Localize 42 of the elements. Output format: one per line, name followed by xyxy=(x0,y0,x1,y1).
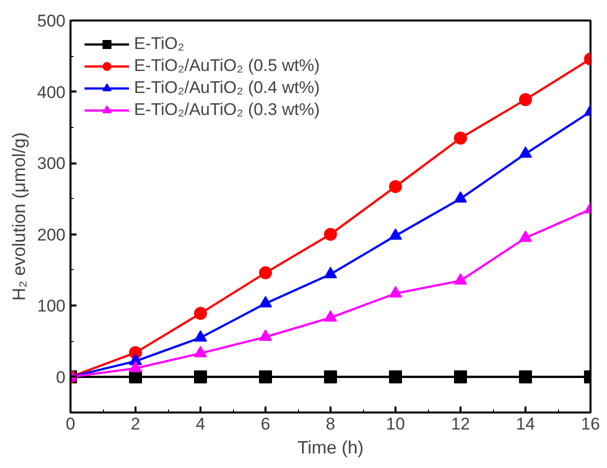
y-tick-label: 400 xyxy=(37,82,66,102)
point xyxy=(194,306,207,320)
y-tick-label: 0 xyxy=(56,368,66,387)
point xyxy=(454,191,467,203)
point xyxy=(389,370,402,384)
x-tick-label: 6 xyxy=(260,414,270,434)
x-tick-label: 2 xyxy=(130,414,140,434)
legend-label: E-TiO₂/AuTiO₂ (0.3 wt%) xyxy=(134,100,320,120)
point xyxy=(194,330,207,342)
point xyxy=(259,370,272,384)
legend-label: E-TiO₂/AuTiO₂ (0.4 wt%) xyxy=(134,78,320,98)
point xyxy=(324,228,337,241)
point xyxy=(454,370,467,384)
y-axis-title: H₂ evolution (μmol/g) xyxy=(9,132,30,301)
x-tick-label: 10 xyxy=(386,414,405,434)
x-tick-label: 8 xyxy=(326,414,336,434)
y-tick-label: 200 xyxy=(37,225,66,244)
point xyxy=(389,228,402,240)
y-tick-label: 500 xyxy=(37,12,66,30)
point xyxy=(454,273,467,285)
point xyxy=(259,266,272,280)
x-tick-label: 4 xyxy=(196,414,206,434)
point xyxy=(194,346,207,358)
point xyxy=(324,266,337,278)
point xyxy=(259,330,272,341)
y-tick-label: 100 xyxy=(37,296,66,316)
point xyxy=(389,286,402,298)
x-axis-title: Time (h) xyxy=(297,438,364,458)
point xyxy=(519,146,532,158)
x-tick-label: 16 xyxy=(581,414,600,434)
x-tick-label: 12 xyxy=(451,414,470,434)
point xyxy=(519,370,532,384)
point xyxy=(194,370,207,384)
point xyxy=(519,230,532,242)
legend-label: E-TiO₂ xyxy=(134,34,184,54)
y-tick-label: 300 xyxy=(37,154,66,174)
point xyxy=(259,296,272,308)
point xyxy=(324,370,337,384)
x-tick-label: 14 xyxy=(516,414,535,434)
point xyxy=(324,310,337,322)
point xyxy=(129,360,142,372)
legend-label: E-TiO₂/AuTiO₂ (0.5 wt%) xyxy=(134,56,320,76)
